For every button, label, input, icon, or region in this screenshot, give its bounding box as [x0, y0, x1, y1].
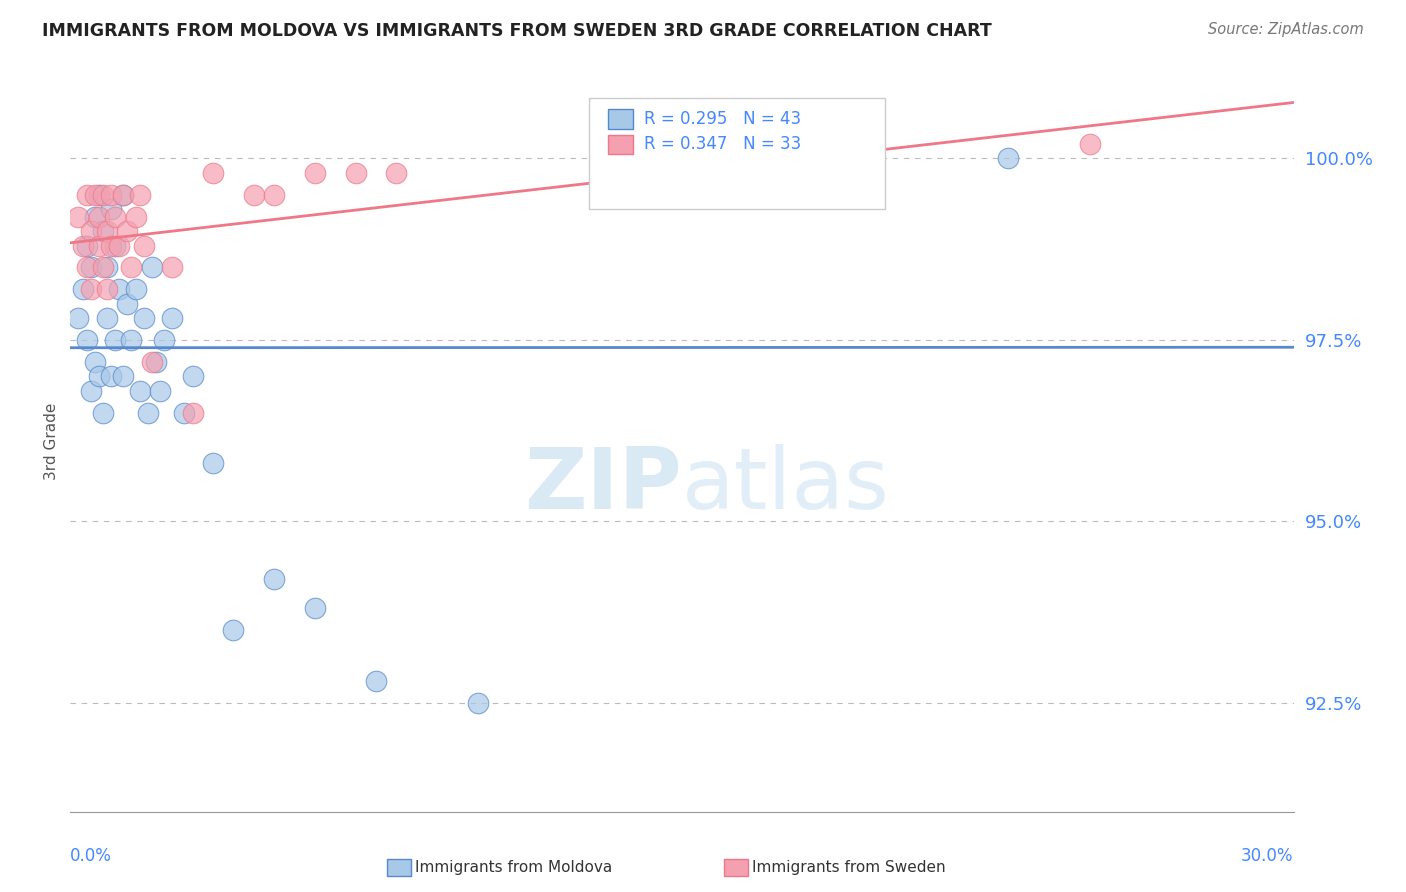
- Point: [263, 187, 285, 202]
- Point: [752, 166, 775, 180]
- Point: [87, 187, 110, 202]
- Text: Immigrants from Sweden: Immigrants from Sweden: [752, 860, 946, 874]
- Point: [100, 202, 122, 217]
- Point: [153, 333, 176, 347]
- Point: [173, 405, 195, 419]
- Point: [181, 405, 204, 419]
- Point: [91, 187, 114, 202]
- Point: [121, 260, 143, 275]
- Point: [304, 601, 326, 615]
- Point: [83, 187, 105, 202]
- Point: [72, 238, 94, 252]
- Point: [202, 456, 225, 470]
- Point: [997, 152, 1019, 166]
- Point: [162, 311, 183, 326]
- Point: [87, 238, 110, 252]
- Point: [467, 696, 489, 710]
- Point: [128, 187, 150, 202]
- Point: [100, 238, 122, 252]
- Point: [117, 296, 139, 310]
- Text: ZIP: ZIP: [524, 444, 682, 527]
- Point: [96, 260, 118, 275]
- Point: [366, 674, 388, 689]
- Point: [72, 282, 94, 296]
- Point: [87, 369, 110, 384]
- Point: [96, 224, 118, 238]
- Point: [79, 224, 103, 238]
- Point: [149, 384, 172, 398]
- Point: [76, 238, 98, 252]
- Text: R = 0.295   N = 43: R = 0.295 N = 43: [644, 110, 801, 128]
- Point: [79, 260, 103, 275]
- Point: [91, 260, 114, 275]
- Point: [1078, 136, 1101, 151]
- Point: [112, 187, 135, 202]
- Point: [121, 333, 143, 347]
- Point: [136, 405, 159, 419]
- Text: IMMIGRANTS FROM MOLDOVA VS IMMIGRANTS FROM SWEDEN 3RD GRADE CORRELATION CHART: IMMIGRANTS FROM MOLDOVA VS IMMIGRANTS FR…: [42, 22, 991, 40]
- Point: [141, 260, 163, 275]
- Point: [79, 384, 103, 398]
- Point: [141, 354, 163, 368]
- Point: [202, 166, 225, 180]
- Point: [76, 187, 98, 202]
- Point: [145, 354, 167, 368]
- Point: [108, 238, 131, 252]
- Point: [181, 369, 204, 384]
- Text: Immigrants from Moldova: Immigrants from Moldova: [415, 860, 612, 874]
- Point: [104, 333, 127, 347]
- Point: [112, 187, 135, 202]
- Point: [67, 210, 90, 224]
- Point: [385, 166, 408, 180]
- Point: [104, 238, 127, 252]
- Point: [79, 282, 103, 296]
- Text: R = 0.347   N = 33: R = 0.347 N = 33: [644, 136, 801, 153]
- Point: [83, 354, 105, 368]
- Point: [263, 573, 285, 587]
- Text: 0.0%: 0.0%: [70, 847, 112, 865]
- Point: [67, 311, 90, 326]
- Point: [304, 166, 326, 180]
- Point: [344, 166, 367, 180]
- Point: [128, 384, 150, 398]
- Text: Source: ZipAtlas.com: Source: ZipAtlas.com: [1208, 22, 1364, 37]
- Point: [76, 333, 98, 347]
- Point: [100, 187, 122, 202]
- Text: atlas: atlas: [682, 444, 890, 527]
- Point: [83, 210, 105, 224]
- Y-axis label: 3rd Grade: 3rd Grade: [44, 403, 59, 480]
- Point: [87, 210, 110, 224]
- Point: [100, 369, 122, 384]
- Point: [108, 282, 131, 296]
- Point: [243, 187, 266, 202]
- Point: [222, 624, 245, 638]
- Point: [132, 311, 155, 326]
- Point: [76, 260, 98, 275]
- Point: [96, 282, 118, 296]
- Point: [132, 238, 155, 252]
- Point: [589, 166, 612, 180]
- Point: [104, 210, 127, 224]
- Point: [96, 311, 118, 326]
- Point: [124, 210, 146, 224]
- Point: [162, 260, 183, 275]
- Point: [91, 224, 114, 238]
- Point: [91, 405, 114, 419]
- Point: [112, 369, 135, 384]
- Text: 30.0%: 30.0%: [1241, 847, 1294, 865]
- Point: [117, 224, 139, 238]
- Point: [124, 282, 146, 296]
